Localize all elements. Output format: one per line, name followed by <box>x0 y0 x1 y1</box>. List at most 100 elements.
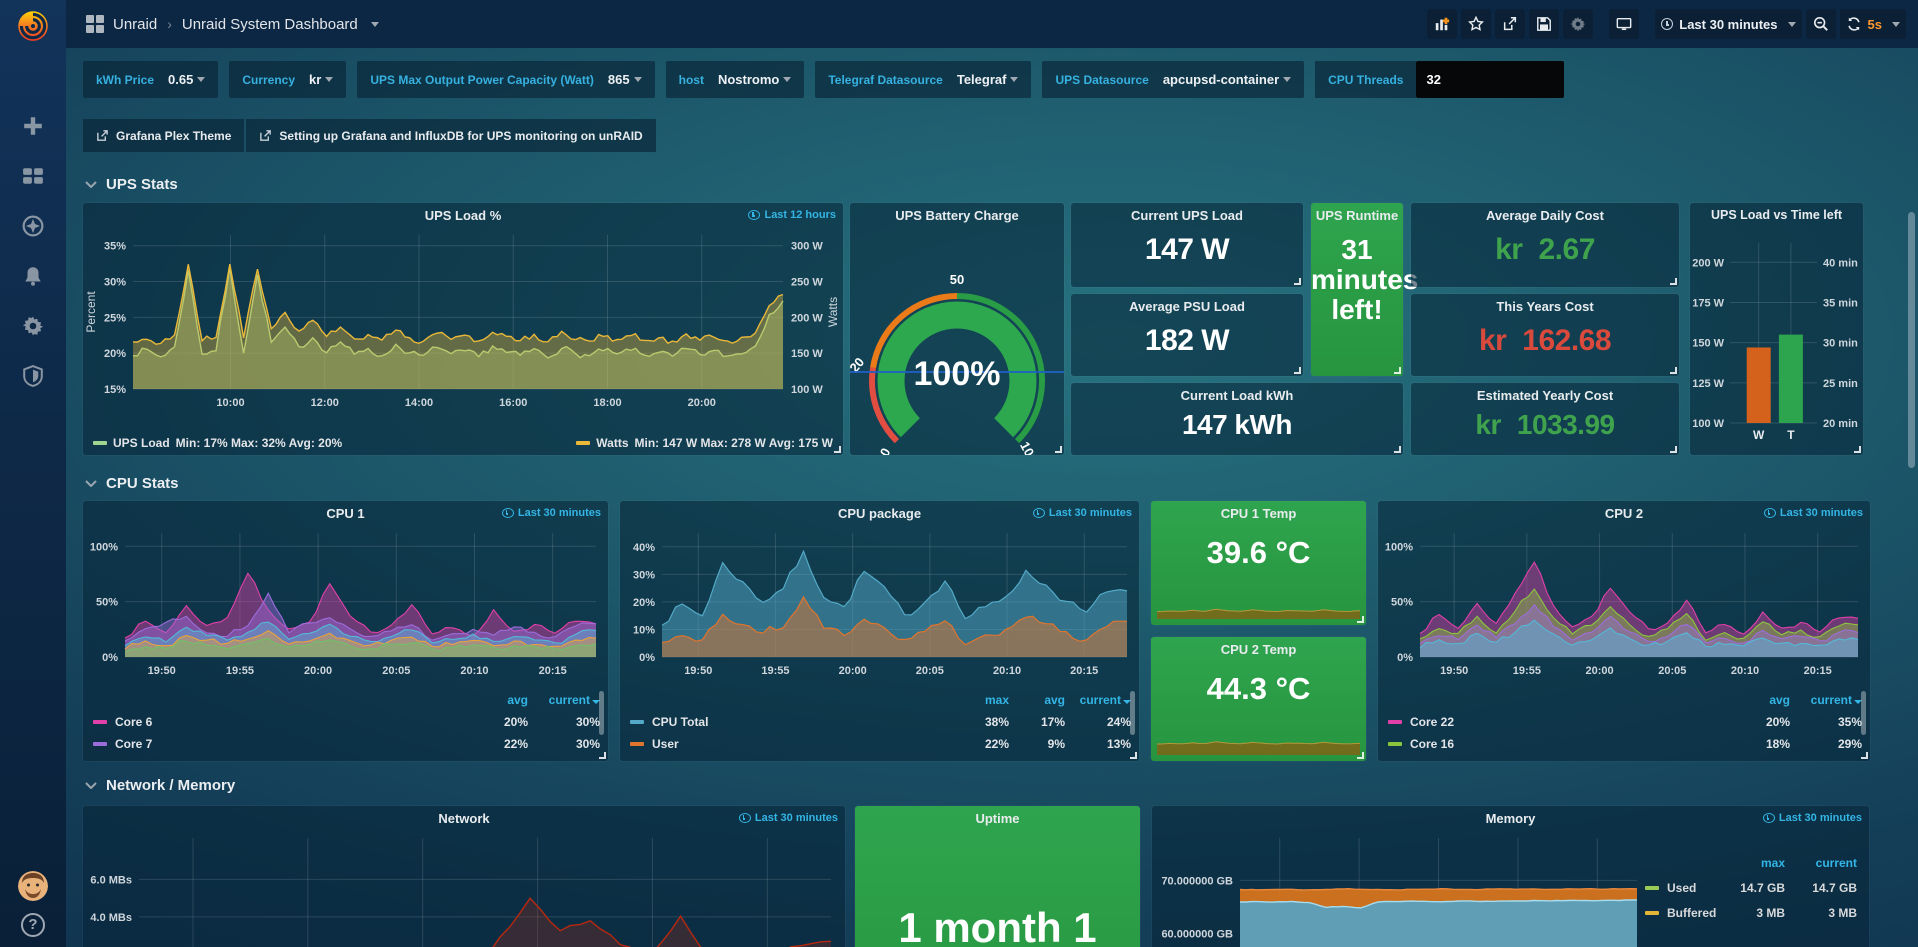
time-range-picker[interactable]: Last 30 minutes <box>1655 9 1802 39</box>
help-icon[interactable]: ? <box>21 913 45 937</box>
section-header-ups-stats[interactable]: UPS Stats <box>85 176 1918 193</box>
add-icon[interactable] <box>21 114 45 138</box>
legend-item[interactable]: Core 16 <box>1388 737 1726 751</box>
legend-item[interactable]: Core 6 <box>93 715 464 729</box>
panel-resize-handle[interactable] <box>1294 278 1301 285</box>
legend-col-max[interactable]: max <box>984 693 1009 707</box>
variable-value[interactable]: Nostromo <box>718 72 792 87</box>
ups-load-chart[interactable]: 35% 300 W 30% 250 W 25% 200 W 20% 150 W 15% 100 W… <box>83 203 843 429</box>
cpu1-chart[interactable]: 100% 50% 0% 19:50 19:55 20:00 20:05 20:10 20:15 <box>83 525 608 683</box>
add-panel-button[interactable] <box>1427 9 1458 39</box>
panel-title[interactable]: UPS Battery Charge <box>895 208 1019 223</box>
variable-kwh-price[interactable]: kWh Price 0.65 <box>83 61 219 98</box>
cycle-view-monitor-button[interactable] <box>1609 9 1640 39</box>
variable-value[interactable]: 865 <box>608 72 642 87</box>
panel-resize-handle[interactable] <box>1055 446 1062 453</box>
panel-time-range[interactable]: Last 30 minutes <box>501 507 601 519</box>
panel-resize-handle[interactable] <box>834 446 841 453</box>
panel-title[interactable]: CPU 1 <box>326 506 365 521</box>
panel-resize-handle[interactable] <box>1670 367 1677 374</box>
legend-col-current[interactable]: current <box>1065 693 1131 707</box>
panel-title[interactable]: CPU 2 Temp <box>1220 642 1297 657</box>
panel-title[interactable]: UPS Load vs Time left <box>1710 208 1843 222</box>
panel-resize-handle[interactable] <box>1670 278 1677 285</box>
variable-value[interactable]: apcupsd-container <box>1163 72 1292 87</box>
variable-host[interactable]: host Nostromo <box>665 61 805 98</box>
link-ups-monitoring-guide[interactable]: Setting up Grafana and InfluxDB for UPS … <box>246 119 656 152</box>
legend-item-ups-load[interactable]: UPS Load Min: 17% Max: 32% Avg: 20% <box>93 436 342 450</box>
grafana-logo[interactable] <box>14 6 52 44</box>
refresh-picker[interactable]: 5s <box>1839 9 1906 39</box>
variable-value[interactable]: kr <box>309 72 334 87</box>
breadcrumb-folder[interactable]: Unraid <box>113 15 158 33</box>
legend-scrollbar[interactable] <box>599 691 604 735</box>
panel-time-range[interactable]: Last 12 hours <box>748 209 836 221</box>
dashboards-icon[interactable] <box>21 164 45 188</box>
panel-title[interactable]: UPS Runtime <box>1315 208 1399 223</box>
legend-col-avg[interactable]: avg <box>1044 693 1065 707</box>
legend-scrollbar[interactable] <box>1861 691 1866 735</box>
panel-resize-handle[interactable] <box>1861 752 1868 759</box>
legend-col-max[interactable]: max <box>1760 855 1785 870</box>
legend-item[interactable]: User <box>630 737 945 751</box>
panel-title[interactable]: CPU 2 <box>1604 506 1644 521</box>
panel-time-range[interactable]: Last 30 minutes <box>1762 812 1862 824</box>
panel-title[interactable]: Current UPS Load <box>1131 208 1243 223</box>
explore-compass-icon[interactable] <box>21 214 45 238</box>
page-scrollbar[interactable] <box>1908 212 1915 468</box>
panel-resize-handle[interactable] <box>1394 367 1401 374</box>
configuration-gear-icon[interactable] <box>21 314 45 338</box>
panel-resize-handle[interactable] <box>1394 446 1401 453</box>
variable-ups-max-output[interactable]: UPS Max Output Power Capacity (Watt) 865 <box>357 61 655 98</box>
panel-resize-handle[interactable] <box>1357 752 1364 759</box>
panel-resize-handle[interactable] <box>1854 446 1861 453</box>
variable-telegraf-datasource[interactable]: Telegraf Datasource Telegraf <box>815 61 1032 98</box>
panel-title[interactable]: Average PSU Load <box>1129 299 1245 314</box>
zoom-out-button[interactable] <box>1805 9 1836 39</box>
ups-load-vs-time-chart[interactable]: 200 W 40 min 175 W 35 min 150 W 30 min 125 W 25… <box>1690 229 1863 453</box>
section-header-network-memory[interactable]: Network / Memory <box>85 777 1918 794</box>
panel-title[interactable]: Estimated Yearly Cost <box>1476 388 1614 403</box>
panel-resize-handle[interactable] <box>1357 616 1364 623</box>
user-avatar[interactable] <box>18 871 48 901</box>
panel-time-range[interactable]: Last 30 minutes <box>1032 507 1132 519</box>
legend-item-watts[interactable]: Watts Min: 147 W Max: 278 W Avg: 175 W <box>576 436 833 450</box>
link-grafana-plex-theme[interactable]: Grafana Plex Theme <box>83 119 245 152</box>
legend-item[interactable]: Core 7 <box>93 737 464 751</box>
panel-title[interactable]: This Years Cost <box>1496 299 1594 314</box>
legend-col-avg[interactable]: avg <box>1769 693 1790 707</box>
legend-col-current[interactable]: current <box>1790 693 1862 707</box>
panel-title[interactable]: Uptime <box>975 811 1020 826</box>
panel-time-range[interactable]: Last 30 minutes <box>1763 507 1863 519</box>
panel-title[interactable]: Network <box>438 811 490 826</box>
chevron-down-icon[interactable] <box>370 21 379 27</box>
legend-item[interactable]: Core 22 <box>1388 715 1726 729</box>
cpu-threads-input[interactable] <box>1416 61 1565 98</box>
legend-item[interactable]: Used <box>1645 881 1719 895</box>
panel-title[interactable]: Current Load kWh <box>1180 388 1294 403</box>
legend-col-current[interactable]: current <box>528 693 600 707</box>
cpu2-chart[interactable]: 100% 50% 0% 19:50 19:55 20:00 20:05 20:10 20:15 <box>1378 525 1870 683</box>
star-button[interactable] <box>1461 9 1492 39</box>
panel-title[interactable]: CPU 1 Temp <box>1220 506 1297 521</box>
panel-resize-handle[interactable] <box>1130 752 1137 759</box>
panel-title[interactable]: Average Daily Cost <box>1485 208 1604 223</box>
legend-col-current[interactable]: current <box>1815 855 1857 870</box>
legend-scrollbar[interactable] <box>1130 691 1135 735</box>
panel-resize-handle[interactable] <box>599 752 606 759</box>
panel-time-range[interactable]: Last 30 minutes <box>738 812 838 824</box>
cpu-package-chart[interactable]: 40% 30% 20% 10% 0% 19:50 19:55 20:00 20:05 20:10 2… <box>620 525 1139 683</box>
dashboard-settings-button[interactable] <box>1563 9 1594 39</box>
variable-ups-datasource[interactable]: UPS Datasource apcupsd-container <box>1042 61 1305 98</box>
legend-col-avg[interactable]: avg <box>507 693 528 707</box>
alerting-bell-icon[interactable] <box>21 264 45 288</box>
breadcrumb[interactable]: Unraid › Unraid System Dashboard <box>86 15 379 33</box>
panel-resize-handle[interactable] <box>1670 446 1677 453</box>
panel-title[interactable]: Memory <box>1485 811 1536 826</box>
variable-currency[interactable]: Currency kr <box>229 61 347 98</box>
legend-item[interactable]: Buffered <box>1645 906 1719 920</box>
section-header-cpu-stats[interactable]: CPU Stats <box>85 475 1918 492</box>
panel-resize-handle[interactable] <box>1294 367 1301 374</box>
